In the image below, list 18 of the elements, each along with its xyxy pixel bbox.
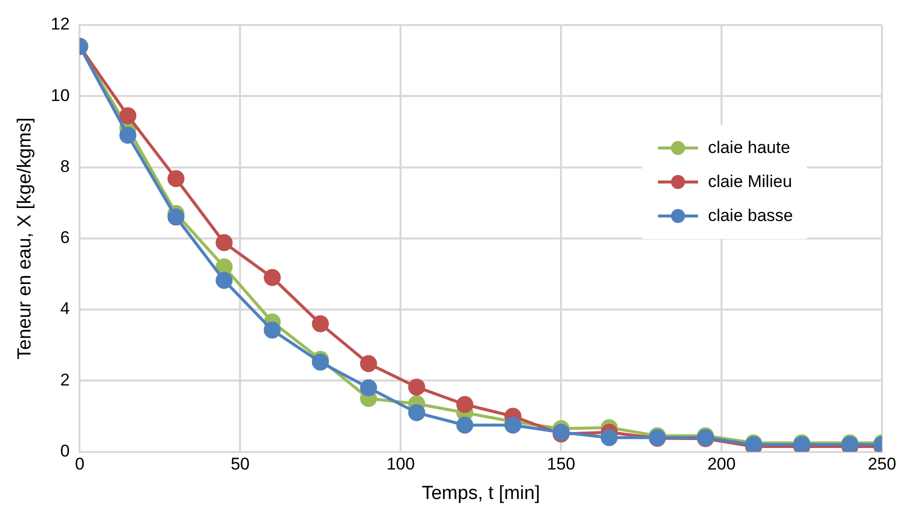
legend-label: claie basse bbox=[708, 206, 793, 226]
x-tick-label: 100 bbox=[386, 454, 415, 474]
x-tick-label: 50 bbox=[230, 454, 250, 474]
x-tick-label: 250 bbox=[868, 454, 896, 474]
y-tick-label: 4 bbox=[60, 299, 70, 318]
y-tick-label: 2 bbox=[60, 370, 70, 390]
y-tick-label: 12 bbox=[50, 14, 70, 34]
y-tick-label: 6 bbox=[60, 228, 70, 248]
y-tick-label: 0 bbox=[60, 441, 70, 460]
y-axis-title: Teneur en eau, X [kge/kgms] bbox=[14, 117, 36, 360]
x-axis-title: Temps, t [min] bbox=[422, 482, 540, 504]
y-tick-label: 8 bbox=[60, 156, 70, 176]
x-tick-label: 150 bbox=[546, 454, 576, 474]
legend-label: claie haute bbox=[708, 138, 790, 158]
x-tick-label: 200 bbox=[707, 454, 736, 474]
x-tick-label: 0 bbox=[74, 454, 84, 474]
legend-label: claie Milieu bbox=[708, 172, 792, 192]
y-tick-label: 10 bbox=[50, 86, 70, 105]
